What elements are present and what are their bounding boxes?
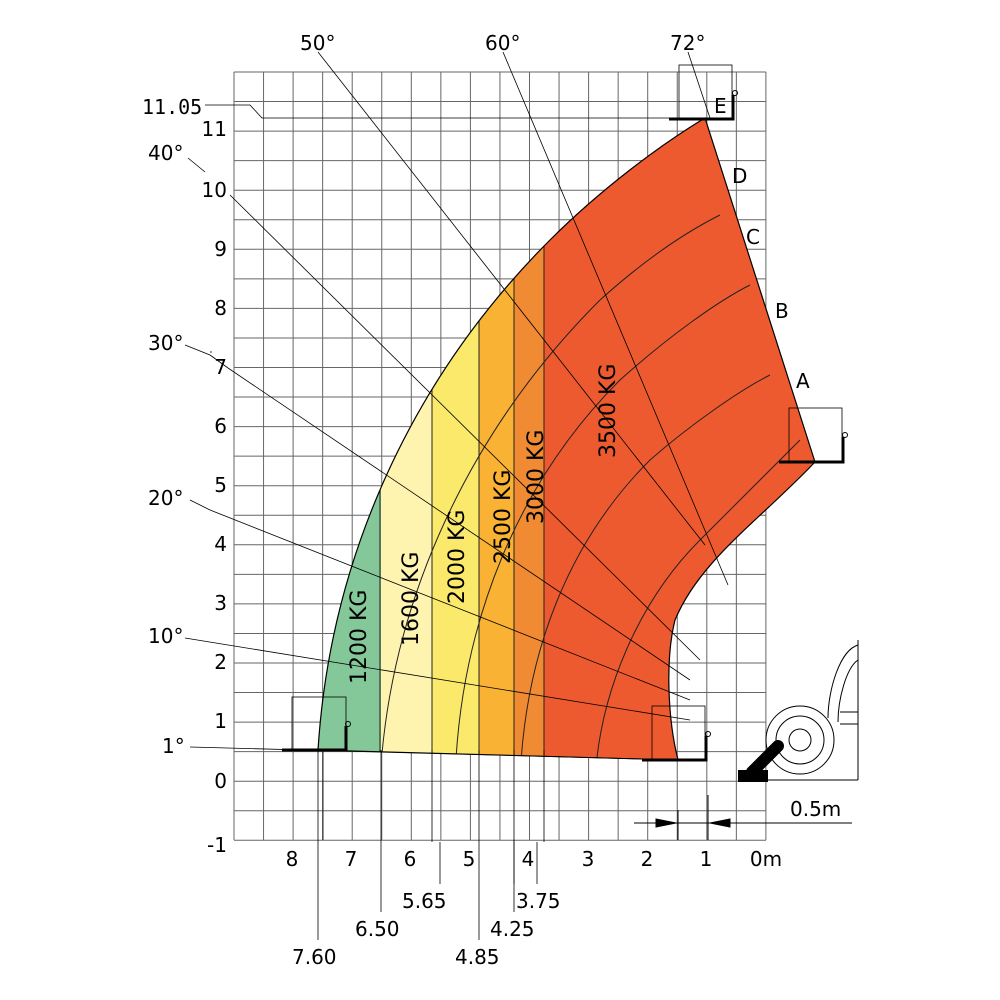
x-axis: 8 7 6 5 4 3 2 1 0m (286, 847, 782, 871)
boom-position-labels: A B C D E (714, 94, 810, 393)
y-tick: 7 (214, 355, 227, 379)
position-C: C (746, 225, 760, 249)
x-tick: 1 (700, 847, 713, 871)
max-height-label: 11.05 (142, 95, 202, 119)
position-B: B (775, 299, 789, 323)
angle-label-40: 40° (148, 141, 183, 165)
y-tick: 8 (214, 296, 227, 320)
angle-label-20: 20° (148, 486, 183, 510)
x-tick: 2 (641, 847, 654, 871)
fork-icon (642, 705, 711, 762)
angle-label-30: 30° (148, 331, 183, 355)
y-tick: 3 (214, 591, 227, 615)
x-tick: 4 (522, 847, 535, 871)
zone-2000 (432, 118, 480, 760)
reach-label-4.85: 4.85 (455, 945, 500, 969)
fork-icon (779, 407, 848, 464)
x-tick: 0m (750, 847, 782, 871)
angle-label-50: 50° (300, 31, 335, 55)
angle-label-10: 10° (148, 624, 183, 648)
y-tick: 4 (214, 532, 227, 556)
reach-label-7.60: 7.60 (292, 945, 337, 969)
y-tick: 10 (202, 178, 227, 202)
y-tick: -1 (207, 833, 227, 857)
zone-label-2500: 2500 KG (491, 470, 516, 564)
zone-label-3500: 3500 KG (596, 364, 621, 458)
y-tick: 11 (202, 117, 227, 141)
y-tick: 0 (214, 769, 227, 793)
scale-label: 0.5m (790, 797, 841, 821)
x-tick: 7 (345, 847, 358, 871)
envelope-outline (317, 117, 816, 761)
envelope-arcs (379, 214, 801, 760)
reach-markers (317, 750, 545, 940)
scale-indicator (634, 795, 852, 840)
y-tick: 9 (214, 237, 227, 261)
machine-icon (738, 640, 859, 782)
y-tick: 2 (214, 650, 227, 674)
x-tick: 6 (404, 847, 417, 871)
reach-label-3.75: 3.75 (516, 889, 561, 913)
max-height-leader (205, 104, 705, 119)
position-E: E (714, 94, 727, 118)
angle-label-1: 1° (162, 734, 185, 758)
angle-label-72: 72° (670, 31, 705, 55)
zone-label-2000: 2000 KG (445, 510, 470, 604)
y-tick: 6 (214, 414, 227, 438)
reach-label-5.65: 5.65 (402, 889, 447, 913)
position-D: D (732, 164, 747, 188)
x-tick: 5 (463, 847, 476, 871)
angle-label-60: 60° (485, 31, 520, 55)
zone-label-3000: 3000 KG (524, 430, 549, 524)
x-tick: 3 (582, 847, 595, 871)
zone-labels: 1200 KG 1600 KG 2000 KG 2500 KG 3000 KG … (347, 364, 621, 684)
y-axis: 11 10 9 8 7 6 5 4 3 2 1 0 -1 (202, 117, 227, 857)
reach-label-6.50: 6.50 (355, 917, 400, 941)
zone-2500 (479, 118, 515, 760)
zone-label-1200: 1200 KG (347, 590, 372, 684)
fork-icon (282, 696, 351, 752)
y-tick: 5 (214, 473, 227, 497)
fork-icons (282, 64, 848, 762)
zone-1600 (381, 118, 433, 760)
fork-icon (669, 64, 738, 121)
zone-label-1600: 1600 KG (399, 552, 424, 646)
angle-lines (184, 51, 729, 761)
reach-label-4.25: 4.25 (490, 917, 535, 941)
reach-labels: 7.60 6.50 5.65 4.85 4.25 3.75 (292, 889, 561, 969)
position-A: A (796, 369, 810, 393)
x-tick: 8 (286, 847, 299, 871)
y-tick: 1 (214, 709, 227, 733)
